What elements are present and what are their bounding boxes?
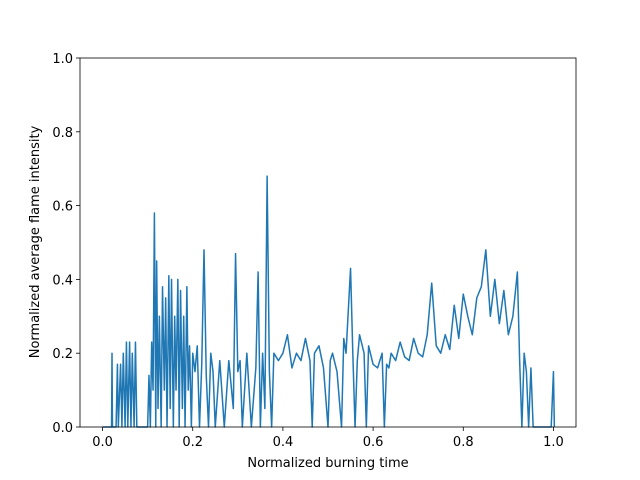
x-tick-label: 0.0	[92, 435, 113, 450]
x-tick-label: 0.2	[182, 435, 203, 450]
y-tick-label: 0.0	[52, 421, 73, 436]
x-tick-label: 0.4	[273, 435, 294, 450]
x-tick-label: 1.0	[543, 435, 564, 450]
y-tick-label: 0.8	[52, 126, 73, 141]
x-tick-label: 0.6	[363, 435, 384, 450]
axes-frame	[79, 57, 577, 428]
y-tick-label: 1.0	[52, 52, 73, 67]
y-tick-label: 0.6	[52, 200, 73, 215]
y-tick-label: 0.2	[52, 347, 73, 362]
y-tick-label: 0.4	[52, 273, 73, 288]
x-axis-label: Normalized burning time	[247, 456, 408, 471]
x-tick-label: 0.8	[453, 435, 474, 450]
data-line	[102, 175, 556, 428]
y-axis-label: Normalized average flame intensity	[28, 125, 43, 358]
